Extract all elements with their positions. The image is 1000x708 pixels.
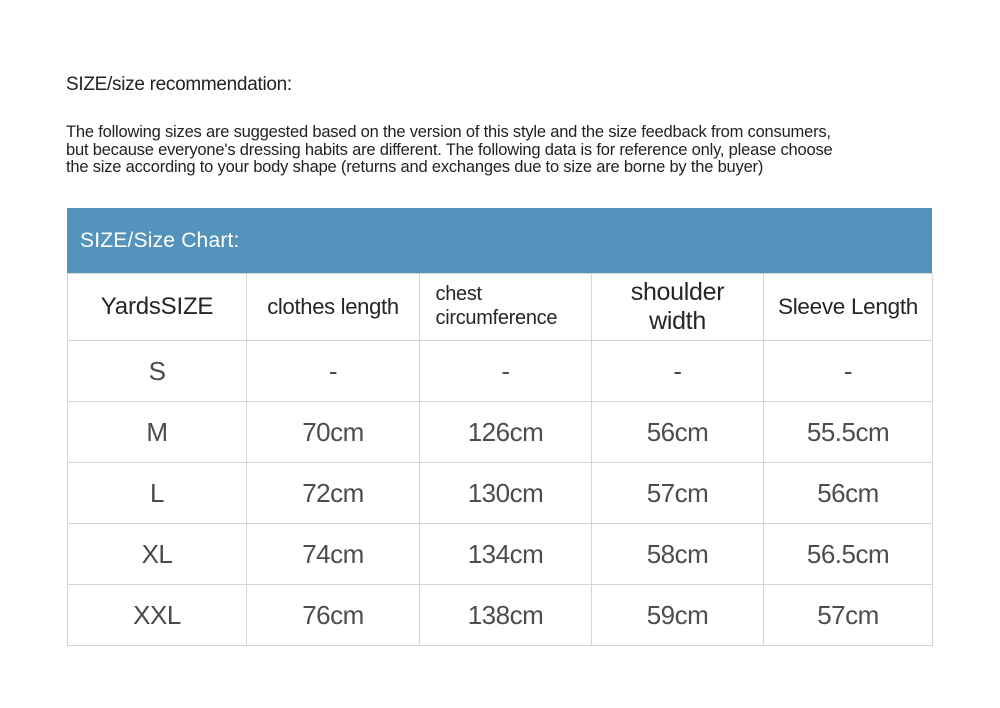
column-header-label: YardsSIZE [100, 293, 214, 320]
measurement-cell: 76cm [246, 584, 420, 646]
column-header-clothes-length: clothes length [246, 273, 420, 341]
size-recommendation-paragraph: The following sizes are suggested based … [66, 123, 833, 177]
measurement-cell: 59cm [591, 584, 764, 646]
column-header-label: clothes length [267, 294, 399, 319]
measurement-cell: 72cm [246, 462, 420, 524]
column-header-sleeve-length: Sleeve Length [763, 273, 933, 341]
column-header-size: YardsSIZE [67, 273, 247, 341]
measurement-cell: 56cm [763, 462, 933, 524]
size-label-cell: S [67, 340, 247, 402]
column-header-label: chest circumference [435, 283, 558, 329]
size-row: L 72cm 130cm 57cm 56cm [67, 462, 933, 524]
table-header-row: YardsSIZE clothes length chest circumfer… [67, 273, 933, 341]
size-row: XL 74cm 134cm 58cm 56.5cm [67, 523, 933, 585]
column-header-label: Sleeve Length [778, 294, 918, 319]
measurement-cell: - [763, 340, 933, 402]
paragraph-line: but because everyone's dressing habits a… [66, 140, 833, 159]
measurement-cell: 56.5cm [763, 523, 933, 585]
size-recommendation-heading: SIZE/size recommendation: [66, 74, 292, 95]
size-row: S - - - - [67, 340, 933, 402]
measurement-cell: 57cm [763, 584, 933, 646]
measurement-cell: 138cm [419, 584, 592, 646]
size-chart: SIZE/Size Chart: YardsSIZE clothes lengt… [67, 208, 933, 646]
measurement-cell: 134cm [419, 523, 592, 585]
column-header-label: shoulder width [630, 278, 725, 335]
paragraph-line: the size according to your body shape (r… [66, 158, 764, 176]
measurement-cell: - [419, 340, 592, 402]
size-chart-title-bar: SIZE/Size Chart: [67, 208, 932, 273]
size-row: XXL 76cm 138cm 59cm 57cm [67, 584, 933, 646]
measurement-cell: 126cm [419, 401, 592, 463]
measurement-cell: - [246, 340, 420, 402]
measurement-cell: 74cm [246, 523, 420, 585]
measurement-cell: 55.5cm [763, 401, 933, 463]
column-header-chest-circumference: chest circumference [419, 273, 592, 341]
measurement-cell: 130cm [419, 462, 592, 524]
paragraph-line: The following sizes are suggested based … [66, 123, 831, 141]
column-header-shoulder-width: shoulder width [591, 273, 764, 341]
size-table: YardsSIZE clothes length chest circumfer… [67, 273, 933, 646]
size-chart-title: SIZE/Size Chart: [80, 228, 240, 252]
size-label-cell: XXL [67, 584, 247, 646]
size-label-cell: XL [67, 523, 247, 585]
measurement-cell: 56cm [591, 401, 764, 463]
size-label-cell: L [67, 462, 247, 524]
measurement-cell: 70cm [246, 401, 420, 463]
measurement-cell: 57cm [591, 462, 764, 524]
measurement-cell: - [591, 340, 764, 402]
size-row: M 70cm 126cm 56cm 55.5cm [67, 401, 933, 463]
size-label-cell: M [67, 401, 247, 463]
measurement-cell: 58cm [591, 523, 764, 585]
